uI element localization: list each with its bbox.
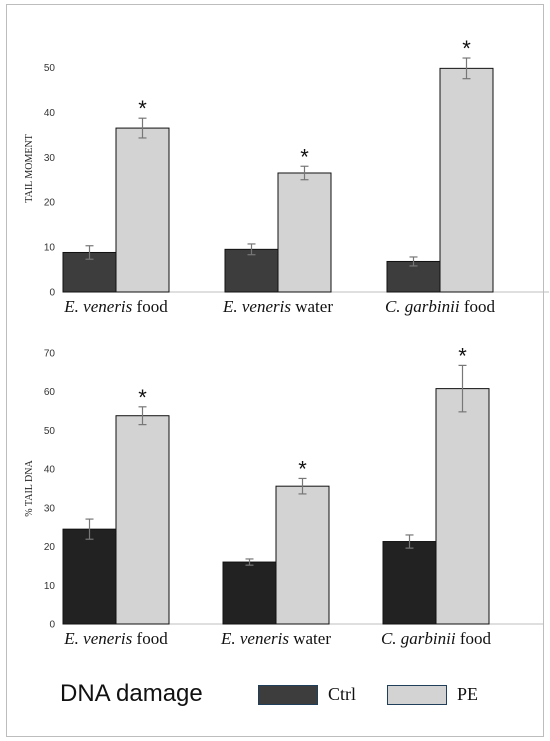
legend-label-ctrl: Ctrl — [328, 684, 357, 704]
category-suffix: food — [456, 629, 492, 648]
bar-pe-0 — [115, 127, 170, 293]
y-tick-label: 10 — [44, 243, 56, 254]
category-label: C. garbinii food — [385, 297, 496, 316]
legend-item-pe: PE — [387, 684, 478, 705]
legend-label-pe: PE — [457, 684, 479, 704]
y-tick-label: 50 — [44, 63, 56, 74]
category-label: E. veneris water — [222, 297, 333, 316]
y-axis-label: TAIL MOMENT — [24, 134, 35, 203]
category-species: E. veneris — [63, 297, 132, 316]
category-label: E. veneris food — [63, 297, 168, 316]
legend-swatch-pe — [387, 684, 447, 705]
category-label: E. veneris water — [220, 629, 331, 648]
y-tick-label: 60 — [44, 387, 56, 398]
y-tick-label: 0 — [49, 620, 55, 631]
bar-ctrl-2 — [382, 541, 437, 625]
y-axis-label: % TAIL DNA — [24, 460, 35, 517]
tail-moment-chart: 0 10 20 30 40 50 TAIL MOMENT * E. veneris food * E… — [24, 36, 549, 316]
significance-star: * — [462, 36, 471, 61]
significance-star: * — [138, 385, 147, 410]
category-species: C. garbinii — [381, 629, 456, 648]
tail-dna-chart: 0 10 20 30 40 50 60 70 % TAIL DNA * E. veneris foo… — [24, 343, 543, 648]
y-tick-label: 30 — [44, 503, 56, 514]
category-species: E. veneris — [222, 297, 291, 316]
category-label: C. garbinii food — [381, 629, 492, 648]
bar-pe-1 — [277, 172, 332, 293]
y-tick-label: 50 — [44, 426, 56, 437]
y-tick-label: 40 — [44, 465, 56, 476]
y-tick-label: 30 — [44, 153, 56, 164]
bar-ctrl-1 — [224, 248, 279, 293]
category-suffix: water — [289, 629, 331, 648]
bar-pe-0 — [115, 415, 170, 625]
category-suffix: food — [132, 629, 168, 648]
legend: DNA damage Ctrl PE — [0, 676, 550, 716]
bar-ctrl-0 — [62, 528, 117, 625]
y-tick-label: 70 — [44, 349, 56, 360]
y-tick-label: 40 — [44, 108, 56, 119]
category-suffix: food — [132, 297, 168, 316]
significance-star: * — [300, 144, 309, 169]
category-species: C. garbinii — [385, 297, 460, 316]
legend-item-ctrl: Ctrl — [258, 684, 356, 705]
y-tick-label: 20 — [44, 198, 56, 209]
bar-pe-2 — [439, 67, 494, 293]
category-suffix: water — [291, 297, 333, 316]
legend-title: DNA damage — [60, 680, 203, 707]
legend-swatch-ctrl — [258, 684, 318, 705]
category-species: E. veneris — [220, 629, 289, 648]
y-tick-label: 0 — [49, 288, 55, 299]
bar-ctrl-1 — [222, 561, 277, 625]
significance-star: * — [458, 343, 467, 368]
y-tick-label: 20 — [44, 542, 56, 553]
category-label: E. veneris food — [63, 629, 168, 648]
significance-star: * — [138, 96, 147, 121]
bar-pe-1 — [275, 485, 330, 625]
significance-star: * — [298, 456, 307, 481]
category-suffix: food — [460, 297, 496, 316]
bar-pe-2 — [435, 388, 490, 625]
y-tick-label: 10 — [44, 581, 56, 592]
category-species: E. veneris — [63, 629, 132, 648]
